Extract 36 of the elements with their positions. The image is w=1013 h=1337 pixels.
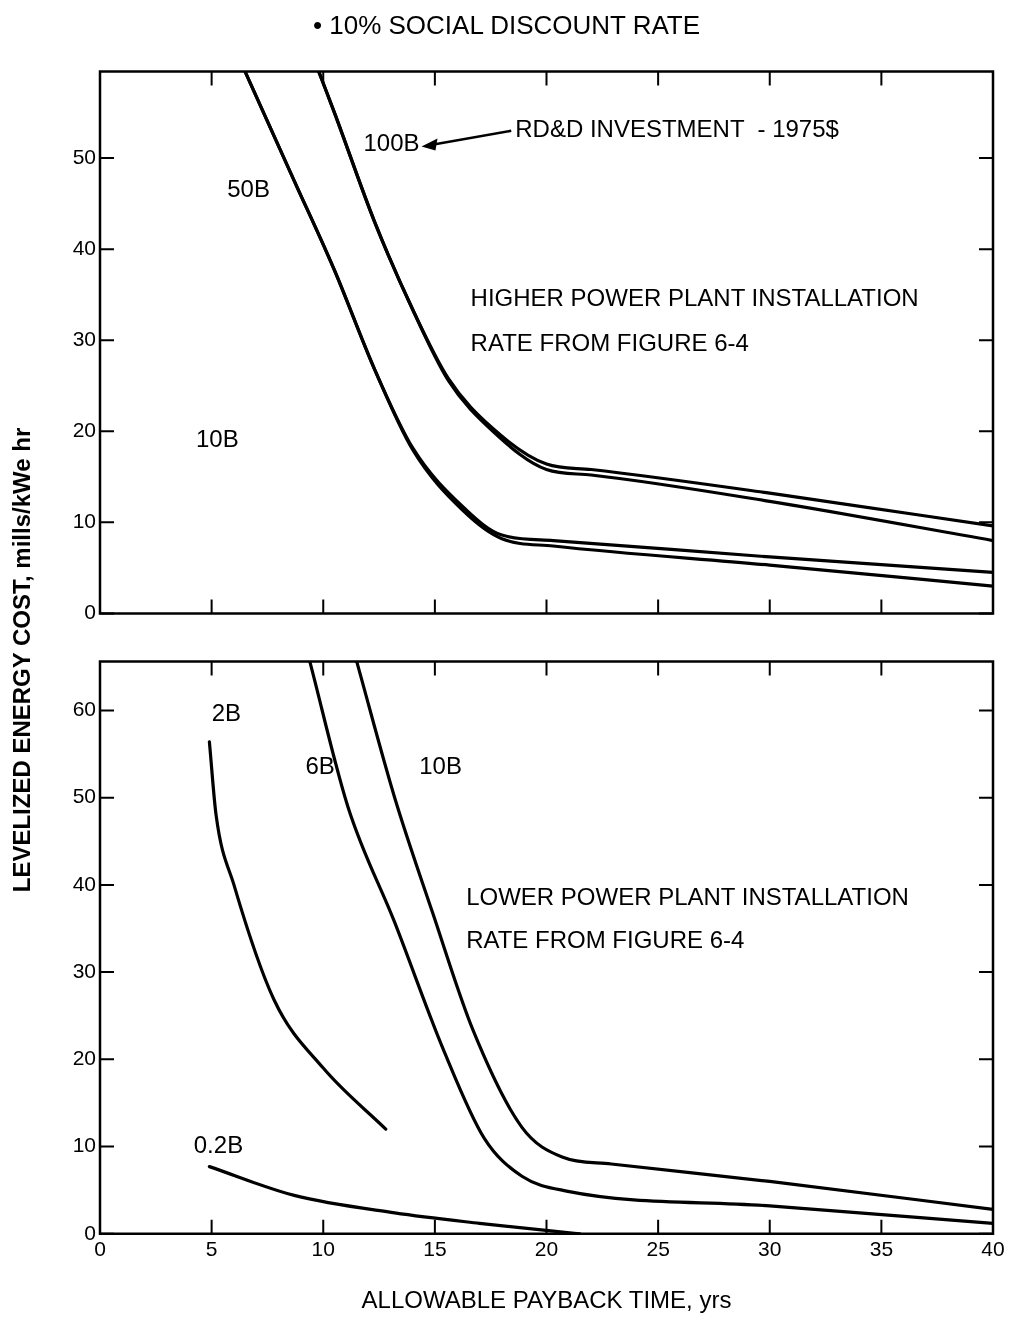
y-tick-label: 10 bbox=[72, 1133, 96, 1157]
chart-title: • 10% SOCIAL DISCOUNT RATE bbox=[311, 10, 702, 41]
y-tick-label: 0 bbox=[84, 1220, 96, 1244]
x-tick-label: 35 bbox=[869, 1237, 894, 1261]
annotation: RD&D INVESTMENT - 1975$ bbox=[515, 115, 839, 143]
y-tick-label: 50 bbox=[72, 784, 96, 808]
y-tick-label: 0 bbox=[84, 600, 96, 624]
y-tick-label: 10 bbox=[72, 509, 96, 533]
annotation: LOWER POWER PLANT INSTALLATION bbox=[466, 882, 909, 910]
annotation: 50B bbox=[227, 174, 270, 202]
annotation: 10B bbox=[419, 751, 462, 779]
x-axis-title: ALLOWABLE PAYBACK TIME, yrs bbox=[361, 1286, 732, 1314]
x-tick-label: 20 bbox=[534, 1237, 559, 1261]
x-tick-label: 5 bbox=[205, 1237, 218, 1261]
y-tick-label: 30 bbox=[72, 327, 96, 351]
x-tick-label: 10 bbox=[311, 1237, 335, 1261]
y-tick-label: 40 bbox=[72, 871, 96, 895]
x-tick-label: 40 bbox=[981, 1237, 1005, 1261]
y-axis-title: LEVELIZED ENERGY COST, mills/kWe hr bbox=[8, 427, 36, 893]
y-tick-label: 50 bbox=[72, 144, 96, 168]
annotation: RATE FROM FIGURE 6-4 bbox=[466, 926, 745, 954]
y-tick-label: 20 bbox=[72, 1046, 96, 1070]
y-tick-label: 60 bbox=[72, 697, 96, 721]
annotation: RATE FROM FIGURE 6-4 bbox=[470, 329, 749, 357]
x-tick-label: 30 bbox=[758, 1237, 782, 1261]
x-tick-label: 15 bbox=[423, 1237, 447, 1261]
y-tick-label: 20 bbox=[72, 418, 96, 442]
x-tick-label: 25 bbox=[646, 1237, 670, 1261]
y-tick-label: 40 bbox=[72, 235, 96, 259]
annotation: 0.2B bbox=[193, 1131, 244, 1159]
annotation: 100B bbox=[363, 129, 420, 157]
y-tick-label: 30 bbox=[72, 958, 96, 982]
annotation: 10B bbox=[196, 425, 239, 453]
annotation: 2B bbox=[211, 699, 241, 727]
annotation: HIGHER POWER PLANT INSTALLATION bbox=[470, 283, 919, 311]
annotation: 6B bbox=[305, 751, 335, 779]
